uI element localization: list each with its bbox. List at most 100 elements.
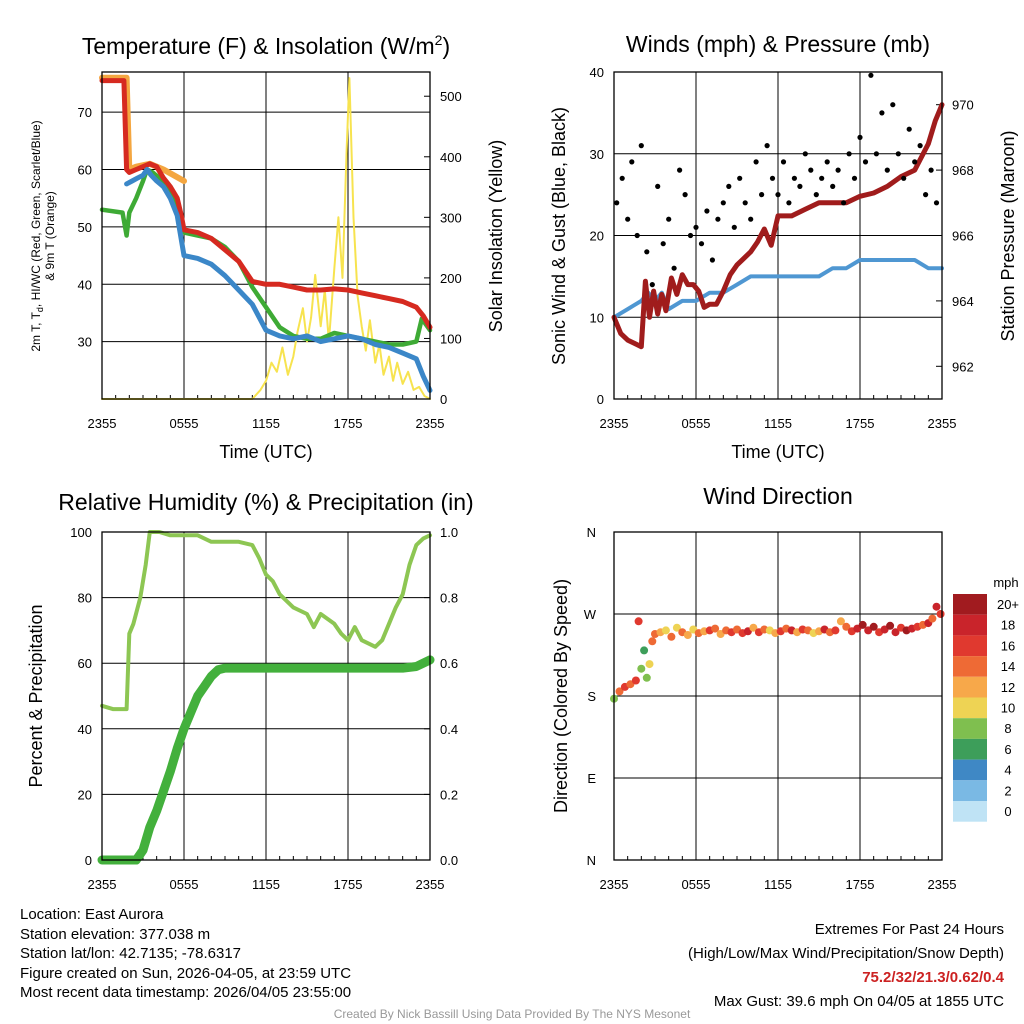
dir-point (634, 617, 643, 626)
rh-xtick-label: 1155 (252, 877, 280, 892)
colorbar-swatch (953, 614, 987, 636)
wind-gust-point (797, 183, 803, 189)
dir-point (936, 610, 945, 618)
dir-ylabel: Direction (Colored By Speed) (551, 579, 571, 813)
dir-ytick-label: W (584, 607, 597, 622)
temp-ylabel-group: 2m T, Td, HI/WC (Red, Green, Scarlet/Blu… (29, 120, 57, 351)
colorbar-swatch (953, 697, 987, 719)
wind-gust-point (895, 151, 901, 157)
rh-ytick-label: 100 (70, 525, 92, 540)
rh-xtick-label: 0555 (170, 877, 199, 892)
station-info: Location: East Aurora Station elevation:… (20, 905, 351, 1003)
wind-ytick-label: 10 (590, 310, 604, 325)
wind-ylabel: Sonic Wind & Gust (Blue, Black) (549, 107, 569, 365)
wind-gust-point (813, 192, 819, 198)
rh-y2tick-label: 0.2 (440, 787, 458, 802)
wind-gust-point (660, 241, 666, 247)
temp-y2tick-label: 200 (440, 271, 462, 286)
dir-point (842, 622, 851, 631)
dir-xtick-label: 2355 (600, 877, 629, 892)
extremes-panel: Extremes For Past 24 Hours (High/Low/Max… (688, 918, 1004, 1014)
wind-gust-point (655, 183, 661, 189)
wind-gust-point (841, 200, 847, 206)
dir-point (831, 626, 840, 635)
wind-ytick-label: 0 (597, 392, 604, 407)
rh-xtick-label: 2355 (88, 877, 117, 892)
temp-ytick-label: 70 (78, 105, 92, 120)
colorbar-title: mph (993, 575, 1018, 590)
dir-point (891, 628, 900, 637)
rh-y2tick-label: 1.0 (440, 525, 458, 540)
wind-gust-point (731, 224, 737, 230)
rh-ytick-label: 40 (78, 722, 92, 737)
dir-point (858, 620, 867, 629)
wind-gust-point (786, 200, 792, 206)
rh-xtick-label: 2355 (416, 877, 445, 892)
rh-ytick-label: 0 (85, 853, 92, 868)
temp-title: Temperature (F) & Insolation (W/m2) (82, 32, 450, 59)
temp-y2tick-label: 0 (440, 392, 447, 407)
wind-gust-point (614, 200, 620, 206)
dir-plot-frame (613, 531, 943, 861)
temp-ytick-label: 60 (78, 163, 92, 178)
wind-gust-point (857, 134, 863, 140)
wind-gust-point (709, 257, 716, 263)
station-location: Location: East Aurora (20, 906, 164, 923)
colorbar-swatch (953, 656, 987, 677)
wind-gust-point (619, 175, 625, 181)
wind-xtick-label: 1155 (764, 416, 792, 431)
rh-series-precipitation (97, 655, 435, 865)
wind-gust-point (835, 167, 841, 173)
wind-gust-point (933, 200, 940, 206)
extremes-subtitle: (High/Low/Max Wind/Precipitation/Snow De… (688, 945, 1004, 962)
wind-ytick-label: 40 (590, 65, 604, 80)
temp-xtick-label: 0555 (170, 416, 199, 431)
wind-gust-point (671, 265, 677, 271)
wind-xtick-label: 2355 (928, 416, 957, 431)
wind-y2tick-label: 970 (952, 98, 974, 113)
rh-plot-frame (101, 531, 431, 861)
wind-ytick-label: 30 (590, 147, 604, 162)
dir-point (672, 623, 681, 632)
rh-ytick-label: 80 (78, 591, 92, 606)
wind-gust-point (704, 208, 710, 214)
rh-ylabel: Percent & Precipitation (26, 604, 46, 787)
temp-ylabel-line1: 2m T, Td, HI/WC (Red, Green, Scarlet/Blu… (29, 120, 45, 351)
colorbar-label: 16 (1001, 638, 1015, 653)
wind-gust-point (890, 102, 896, 108)
dir-ytick-label: E (587, 771, 596, 786)
rh-xtick-label: 1755 (334, 877, 363, 892)
temp-series-td (124, 167, 433, 393)
temp-ytick-label: 40 (78, 277, 92, 292)
wind-gust-point (625, 216, 631, 222)
dir-xtick-label: 0555 (682, 877, 711, 892)
temp-y2tick-label: 500 (440, 89, 462, 104)
wind-gust-point (769, 175, 776, 181)
wind-title: Winds (mph) & Pressure (mb) (626, 31, 930, 57)
rh-ytick-label: 60 (78, 656, 92, 671)
latest-timestamp: Most recent data timestamp: 2026/04/05 2… (20, 984, 352, 1002)
rh-y2tick-label: 0.8 (440, 591, 458, 606)
wind-ytick-label: 20 (590, 229, 604, 244)
wind-gust-point (629, 159, 635, 165)
temp-y2tick-label: 100 (440, 331, 462, 346)
wind-gust-point (928, 167, 934, 173)
colorbar-label: 10 (1001, 701, 1015, 716)
rh-y2tick-label: 0.4 (440, 722, 458, 737)
temp-series-solar-insolation (101, 77, 431, 400)
wind-gust-point (742, 200, 748, 206)
dir-point (642, 673, 651, 682)
dir-point (886, 621, 895, 630)
wind-gust-point (693, 224, 699, 230)
wind-gust-point (698, 241, 705, 247)
wind-gust-point (677, 167, 683, 173)
colorbar-swatch (953, 738, 987, 760)
wind-gust-point (715, 216, 721, 222)
wind-gust-point (682, 192, 688, 198)
colorbar-label: 18 (1001, 618, 1015, 633)
wind-gust-point (644, 249, 650, 255)
temp-y2tick-label: 300 (440, 210, 462, 225)
colorbar-label: 4 (1004, 763, 1011, 778)
wind-gust-point (879, 110, 885, 116)
